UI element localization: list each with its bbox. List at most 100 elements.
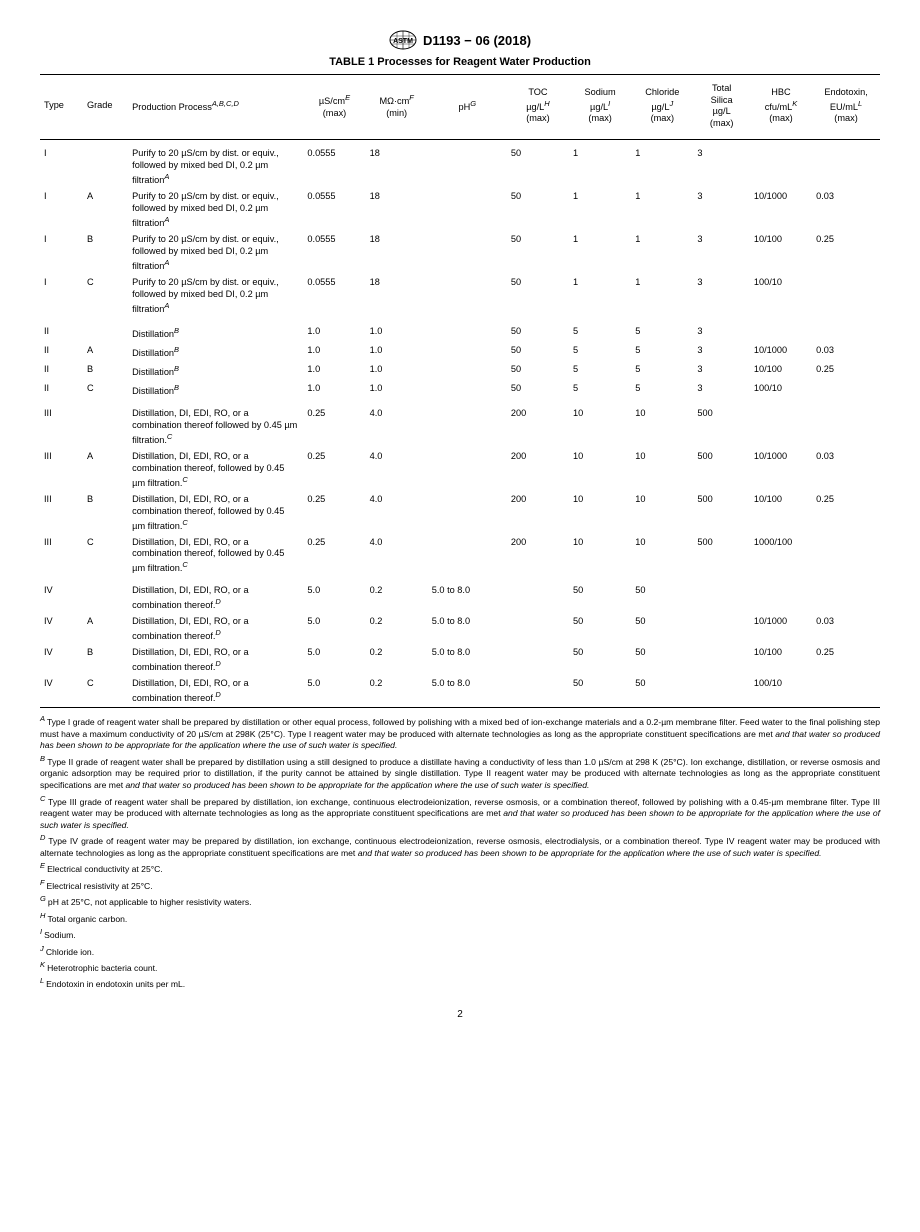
- cell-value: 500: [693, 535, 750, 578]
- cell-value: [428, 492, 507, 535]
- cell-value: 50: [507, 140, 569, 189]
- table-row: IVDistillation, DI, EDI, RO, or a combin…: [40, 577, 880, 614]
- footnote: E Electrical conductivity at 25°C.: [40, 861, 880, 875]
- cell-process: Distillation, DI, EDI, RO, or a combinat…: [128, 614, 303, 645]
- cell-value: 0.0555: [303, 140, 365, 189]
- cell-value: 4.0: [366, 449, 428, 492]
- cell-value: 18: [366, 189, 428, 232]
- footnote: F Electrical resistivity at 25°C.: [40, 878, 880, 892]
- cell-grade: A: [83, 614, 128, 645]
- cell-value: 500: [693, 400, 750, 449]
- cell-value: [812, 381, 880, 400]
- cell-value: 200: [507, 400, 569, 449]
- cell-process: Distillation, DI, EDI, RO, or a combinat…: [128, 400, 303, 449]
- cell-value: 0.0555: [303, 232, 365, 275]
- cell-type: IV: [40, 676, 83, 707]
- cell-value: 50: [507, 343, 569, 362]
- cell-process: Purify to 20 µS/cm by dist. or equiv., f…: [128, 140, 303, 189]
- cell-value: 3: [693, 362, 750, 381]
- cell-value: 5.0 to 8.0: [428, 676, 507, 707]
- footnote: G pH at 25°C, not applicable to higher r…: [40, 894, 880, 908]
- cell-value: [428, 381, 507, 400]
- cell-type: I: [40, 232, 83, 275]
- cell-value: 1: [569, 232, 631, 275]
- cell-value: 18: [366, 232, 428, 275]
- cell-value: 50: [631, 614, 693, 645]
- cell-value: 0.25: [812, 232, 880, 275]
- col-header-8: Chlorideµg/LJ(max): [631, 75, 693, 140]
- cell-value: 0.0555: [303, 189, 365, 232]
- cell-value: 0.25: [303, 449, 365, 492]
- cell-value: 5.0 to 8.0: [428, 577, 507, 614]
- cell-type: I: [40, 189, 83, 232]
- cell-value: [750, 400, 812, 449]
- cell-value: 10/1000: [750, 343, 812, 362]
- cell-value: [812, 275, 880, 318]
- cell-value: 200: [507, 449, 569, 492]
- cell-value: 1.0: [366, 318, 428, 343]
- cell-grade: [83, 400, 128, 449]
- cell-type: II: [40, 362, 83, 381]
- cell-value: 18: [366, 140, 428, 189]
- cell-value: 5: [631, 318, 693, 343]
- cell-value: 10: [569, 492, 631, 535]
- cell-process: DistillationB: [128, 318, 303, 343]
- table-row: IVADistillation, DI, EDI, RO, or a combi…: [40, 614, 880, 645]
- table-row: IAPurify to 20 µS/cm by dist. or equiv.,…: [40, 189, 880, 232]
- footnote: I Sodium.: [40, 927, 880, 941]
- cell-value: 100/10: [750, 381, 812, 400]
- cell-value: 10/100: [750, 362, 812, 381]
- cell-value: 1: [631, 232, 693, 275]
- cell-value: [693, 645, 750, 676]
- cell-value: 10/1000: [750, 189, 812, 232]
- cell-value: 5: [631, 381, 693, 400]
- cell-type: I: [40, 140, 83, 189]
- cell-value: 10: [569, 400, 631, 449]
- cell-value: 5.0: [303, 676, 365, 707]
- col-header-2: Production ProcessA,B,C,D: [128, 75, 303, 140]
- cell-process: DistillationB: [128, 343, 303, 362]
- footnote: C Type III grade of reagent water shall …: [40, 794, 880, 832]
- cell-value: 0.03: [812, 614, 880, 645]
- cell-process: Distillation, DI, EDI, RO, or a combinat…: [128, 676, 303, 707]
- astm-logo-icon: ASTM: [389, 30, 417, 50]
- cell-value: 1.0: [366, 343, 428, 362]
- cell-value: [428, 189, 507, 232]
- table-row: IIDistillationB1.01.050553: [40, 318, 880, 343]
- cell-value: [812, 400, 880, 449]
- col-header-1: Grade: [83, 75, 128, 140]
- table-row: ICPurify to 20 µS/cm by dist. or equiv.,…: [40, 275, 880, 318]
- cell-value: 1.0: [303, 381, 365, 400]
- cell-value: 0.03: [812, 343, 880, 362]
- cell-value: 1: [569, 275, 631, 318]
- reagent-water-table: TypeGradeProduction ProcessA,B,C,DµS/cmE…: [40, 74, 880, 708]
- cell-process: Distillation, DI, EDI, RO, or a combinat…: [128, 645, 303, 676]
- cell-value: 50: [569, 577, 631, 614]
- footnote: K Heterotrophic bacteria count.: [40, 960, 880, 974]
- cell-value: [750, 577, 812, 614]
- cell-type: III: [40, 400, 83, 449]
- cell-value: 10/1000: [750, 449, 812, 492]
- cell-value: [428, 275, 507, 318]
- cell-value: 3: [693, 318, 750, 343]
- cell-value: 50: [507, 275, 569, 318]
- col-header-5: pHG: [428, 75, 507, 140]
- cell-process: Distillation, DI, EDI, RO, or a combinat…: [128, 492, 303, 535]
- col-header-6: TOCµg/LH(max): [507, 75, 569, 140]
- footnote: H Total organic carbon.: [40, 911, 880, 925]
- cell-value: 50: [631, 676, 693, 707]
- cell-value: 50: [631, 645, 693, 676]
- cell-value: [693, 676, 750, 707]
- cell-grade: B: [83, 232, 128, 275]
- cell-value: 3: [693, 189, 750, 232]
- cell-value: [428, 343, 507, 362]
- cell-value: 4.0: [366, 535, 428, 578]
- cell-value: [428, 535, 507, 578]
- cell-process: Distillation, DI, EDI, RO, or a combinat…: [128, 577, 303, 614]
- cell-grade: B: [83, 362, 128, 381]
- cell-value: 50: [507, 232, 569, 275]
- cell-value: 0.25: [812, 492, 880, 535]
- cell-value: 1: [631, 275, 693, 318]
- cell-value: 50: [569, 645, 631, 676]
- cell-value: 50: [507, 189, 569, 232]
